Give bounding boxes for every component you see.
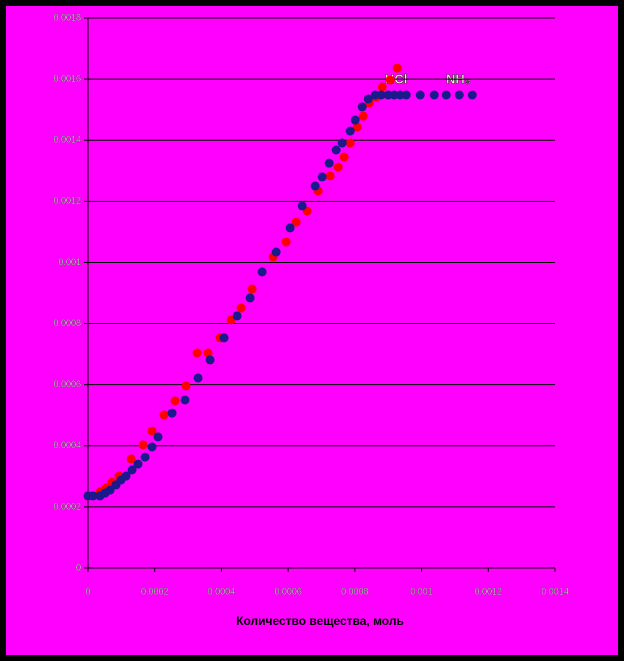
point <box>219 333 229 343</box>
point <box>170 396 180 406</box>
point <box>363 94 373 104</box>
point <box>193 373 203 383</box>
point <box>376 90 386 100</box>
point <box>126 454 136 464</box>
point <box>245 293 255 303</box>
point <box>454 90 464 100</box>
point <box>205 355 215 365</box>
point <box>105 485 115 495</box>
point <box>337 138 347 148</box>
point <box>352 122 362 132</box>
point <box>232 311 242 321</box>
point <box>415 90 425 100</box>
point <box>345 138 355 148</box>
point <box>281 237 291 247</box>
point <box>271 247 281 257</box>
point <box>291 217 301 227</box>
y-tick-label: 0.0016 <box>53 73 81 83</box>
x-tick-label: 0.0014 <box>541 586 569 596</box>
y-tick-label: 0.0018 <box>53 12 81 22</box>
point <box>138 440 148 450</box>
x-tick-label: 0.0012 <box>475 586 503 596</box>
point <box>333 162 343 172</box>
point <box>247 284 257 294</box>
point <box>236 303 246 313</box>
point <box>317 172 327 182</box>
point <box>140 452 150 462</box>
point <box>121 471 131 481</box>
point <box>392 63 402 73</box>
point <box>257 267 267 277</box>
x-tick-label: 0.001 <box>410 586 433 596</box>
y-tick-label: 0.0002 <box>53 501 81 511</box>
y-tick-label: 0 <box>76 562 81 572</box>
point <box>441 90 451 100</box>
point <box>127 465 137 475</box>
y-tick-label: 0.0006 <box>53 379 81 389</box>
point <box>429 90 439 100</box>
point <box>153 432 163 442</box>
x-tick-label: 0.0002 <box>141 586 169 596</box>
point <box>331 145 341 155</box>
x-tick-label: 0 <box>85 586 90 596</box>
point <box>358 111 368 121</box>
y-tick-label: 0.001 <box>58 257 81 267</box>
point <box>310 181 320 191</box>
point <box>467 90 477 100</box>
y-tick-label: 0.0014 <box>53 135 81 145</box>
y-tick-label: 0.0004 <box>53 440 81 450</box>
point <box>159 410 169 420</box>
point <box>181 381 191 391</box>
chart-background <box>6 6 618 655</box>
point <box>345 126 355 136</box>
point <box>167 408 177 418</box>
y-tick-label: 0.0012 <box>53 196 81 206</box>
point <box>133 459 143 469</box>
point <box>285 223 295 233</box>
point <box>377 82 387 92</box>
x-tick-label: 0.0008 <box>341 586 369 596</box>
y-tick-label: 0.0008 <box>53 318 81 328</box>
point <box>147 426 157 436</box>
x-axis-label: Количество вещества, моль <box>236 614 404 628</box>
point <box>401 90 411 100</box>
point <box>192 348 202 358</box>
point <box>203 348 213 358</box>
point <box>350 115 360 125</box>
point <box>357 102 367 112</box>
x-tick-label: 0.0006 <box>274 586 302 596</box>
point <box>147 442 157 452</box>
point <box>88 491 98 501</box>
point <box>324 158 334 168</box>
point <box>339 152 349 162</box>
point <box>297 201 307 211</box>
point <box>325 171 335 181</box>
point <box>385 75 395 85</box>
x-tick-label: 0.0004 <box>208 586 236 596</box>
point <box>180 395 190 405</box>
